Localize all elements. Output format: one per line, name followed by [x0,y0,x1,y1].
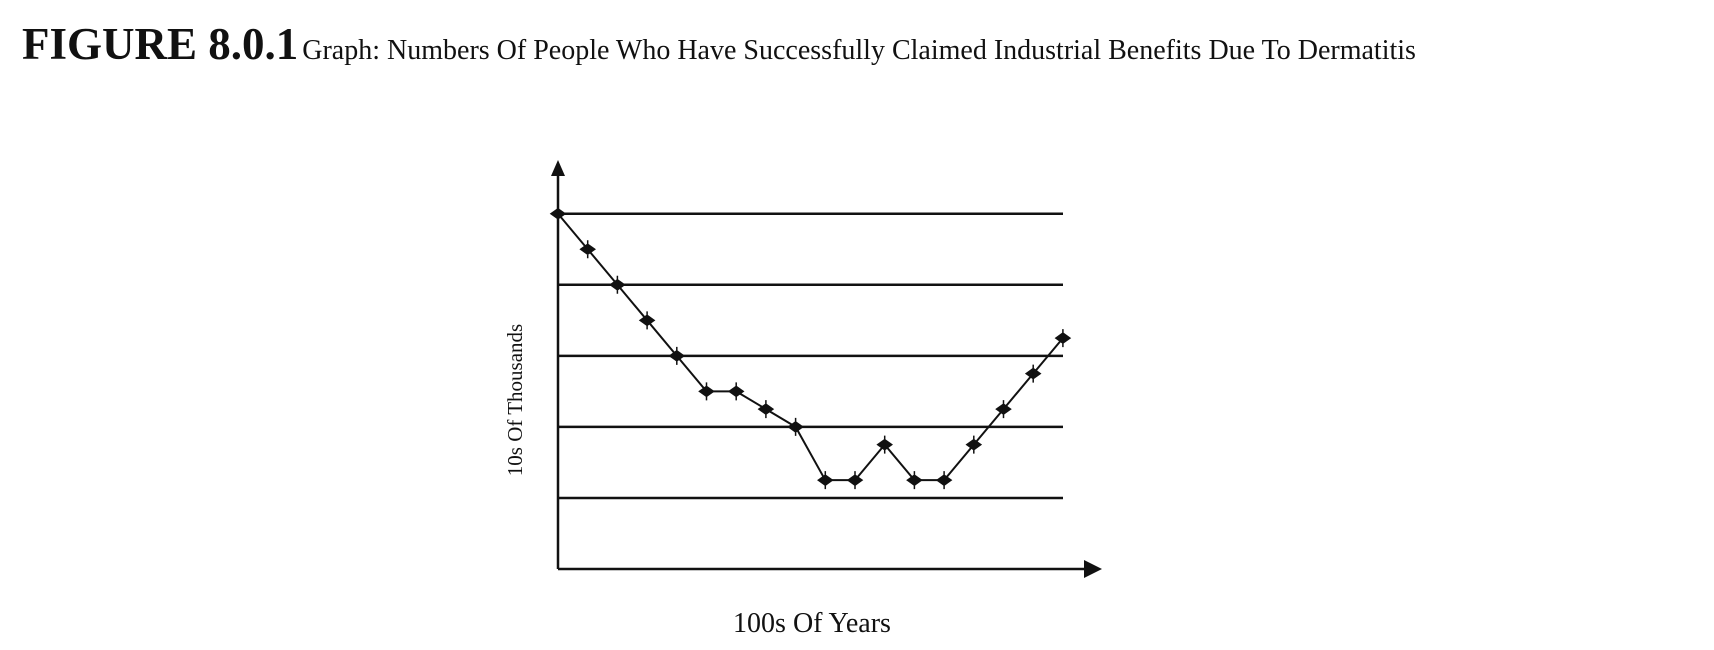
data-point [668,346,686,365]
data-point [876,435,893,454]
data-point [579,240,596,259]
figure-caption: Graph: Numbers Of People Who Have Succes… [302,35,1416,66]
data-point [698,382,715,401]
data-line [557,213,1064,482]
x-axis-arrow [1084,560,1102,578]
y-axis-label: 10s Of Thousands [503,324,527,476]
data-point [817,471,834,490]
data-point [1054,329,1072,348]
data-point [757,400,775,419]
x-axis-label: 100s Of Years [733,608,891,639]
data-point [549,204,567,223]
data-point [846,471,864,490]
figure-label: FIGURE 8.0.1 [22,19,299,69]
y-axis-arrow [551,160,565,176]
data-point [727,382,745,401]
data-point [995,400,1012,419]
data-point [935,471,953,490]
data-point [906,471,923,490]
data-point [787,417,804,436]
data-point [638,311,656,330]
header: FIGURE 8.0.1 Graph: Numbers Of People Wh… [22,18,1416,70]
data-point [965,435,983,454]
data-point [609,275,626,294]
data-point [1024,364,1042,383]
